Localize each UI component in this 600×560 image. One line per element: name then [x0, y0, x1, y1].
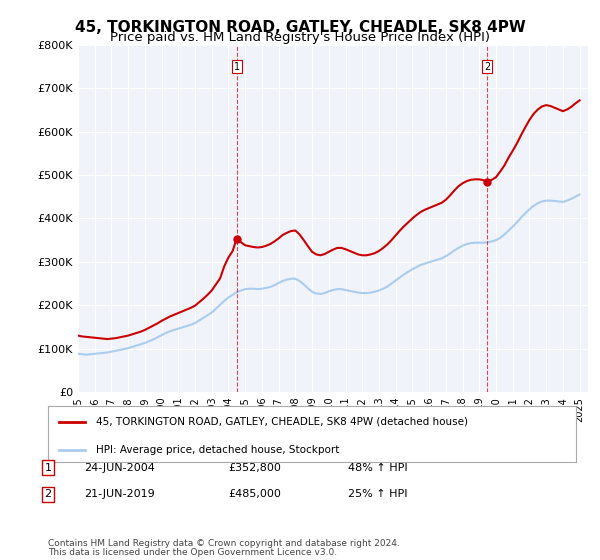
Text: 2: 2 [44, 489, 52, 500]
Text: This data is licensed under the Open Government Licence v3.0.: This data is licensed under the Open Gov… [48, 548, 337, 557]
Text: 45, TORKINGTON ROAD, GATLEY, CHEADLE, SK8 4PW (detached house): 45, TORKINGTON ROAD, GATLEY, CHEADLE, SK… [95, 417, 467, 427]
Text: 21-JUN-2019: 21-JUN-2019 [84, 489, 155, 500]
Text: 1: 1 [233, 62, 239, 72]
Text: £485,000: £485,000 [228, 489, 281, 500]
Text: HPI: Average price, detached house, Stockport: HPI: Average price, detached house, Stoc… [95, 445, 339, 455]
Text: Contains HM Land Registry data © Crown copyright and database right 2024.: Contains HM Land Registry data © Crown c… [48, 539, 400, 548]
Text: 48% ↑ HPI: 48% ↑ HPI [348, 463, 407, 473]
Text: £352,800: £352,800 [228, 463, 281, 473]
Text: Price paid vs. HM Land Registry's House Price Index (HPI): Price paid vs. HM Land Registry's House … [110, 31, 490, 44]
Text: 25% ↑ HPI: 25% ↑ HPI [348, 489, 407, 500]
Text: 24-JUN-2004: 24-JUN-2004 [84, 463, 155, 473]
Text: 45, TORKINGTON ROAD, GATLEY, CHEADLE, SK8 4PW: 45, TORKINGTON ROAD, GATLEY, CHEADLE, SK… [74, 20, 526, 35]
Text: 2: 2 [484, 62, 490, 72]
Text: 1: 1 [44, 463, 52, 473]
